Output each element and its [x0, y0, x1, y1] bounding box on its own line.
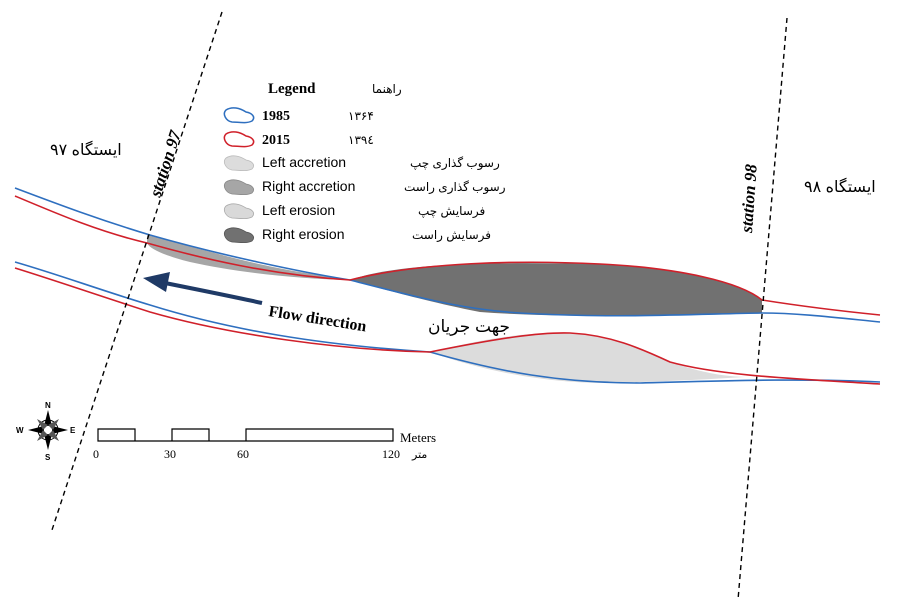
compass-nw-point [37, 419, 48, 430]
bank-2015-upper [14, 195, 881, 316]
legend-right-erosion-symbol [224, 227, 254, 244]
scale-tick-120: 120 [382, 447, 400, 461]
right-accretion-area [147, 235, 350, 280]
legend-left-accretion-symbol [224, 155, 254, 172]
compass-south-point [44, 434, 52, 450]
station-98-line [737, 17, 788, 601]
legend-1985-symbol [223, 107, 255, 124]
legend-right-accretion-label-fa: رسوب گذاری راست [404, 180, 506, 195]
legend-right-accretion-symbol [224, 179, 254, 196]
compass-east-point [52, 426, 68, 434]
compass-se-point [48, 430, 59, 441]
station-97-label-fa: ایستگاه ۹۷ [50, 140, 122, 159]
bank-1985-upper [14, 187, 881, 323]
left-erosion-area [430, 332, 745, 383]
compass-e-label: E [70, 426, 76, 435]
legend-left-erosion-symbol [224, 203, 254, 220]
station-98-label-fa: ایستگاه ۹۸ [804, 177, 876, 196]
legend-2015-label: 2015 [262, 133, 290, 148]
legend-1985-label: 1985 [262, 109, 290, 124]
compass-ne-point [48, 419, 59, 430]
flow-arrow-shaft [159, 280, 263, 305]
legend-left-erosion-label: Left erosion [262, 202, 335, 218]
legend-left-accretion-label: Left accretion [262, 154, 346, 170]
flow-direction-label: Flow direction [267, 303, 367, 335]
legend-right-erosion-label: Right erosion [262, 226, 345, 242]
scale-bar: 0 30 60 120 Meters متر [93, 428, 436, 461]
legend: Legend راهنما 1985 ۱۳۶۴ 2015 ۱۳۹٤ Left a… [223, 81, 506, 244]
compass-rose: N S E W [16, 401, 76, 462]
compass-w-label: W [16, 426, 24, 435]
right-erosion-area [350, 263, 762, 316]
compass-north-point [44, 410, 52, 426]
legend-right-accretion-label: Right accretion [262, 178, 355, 194]
scale-unit: Meters [400, 430, 436, 445]
station-97-label: station 97 [145, 127, 185, 200]
flow-arrow-head [143, 272, 170, 292]
scale-tick-30: 30 [164, 447, 176, 461]
station-97-line [51, 11, 223, 531]
legend-2015-label-fa: ۱۳۹٤ [348, 133, 374, 147]
scale-tick-0: 0 [93, 447, 99, 461]
station-98-label: station 98 [737, 163, 761, 234]
scale-unit-fa: متر [411, 449, 427, 461]
compass-s-label: S [45, 453, 51, 462]
compass-sw-point [37, 430, 48, 441]
compass-n-label: N [45, 401, 51, 410]
legend-right-erosion-label-fa: فرسایش راست [412, 228, 491, 243]
flow-direction-arrow [143, 272, 263, 305]
bank-2015-lower [14, 267, 881, 385]
scale-tick-60: 60 [237, 447, 249, 461]
legend-left-erosion-label-fa: فرسایش چپ [418, 204, 485, 219]
legend-1985-label-fa: ۱۳۶۴ [348, 109, 374, 123]
legend-2015-symbol [223, 131, 255, 148]
compass-west-point [28, 426, 44, 434]
flow-direction-label-fa: جهت جریان [428, 317, 510, 337]
scale-bar-line [97, 428, 394, 442]
legend-title: Legend [268, 81, 316, 97]
legend-title-fa: راهنما [372, 82, 402, 97]
legend-left-accretion-label-fa: رسوب گذاری چپ [410, 156, 500, 171]
